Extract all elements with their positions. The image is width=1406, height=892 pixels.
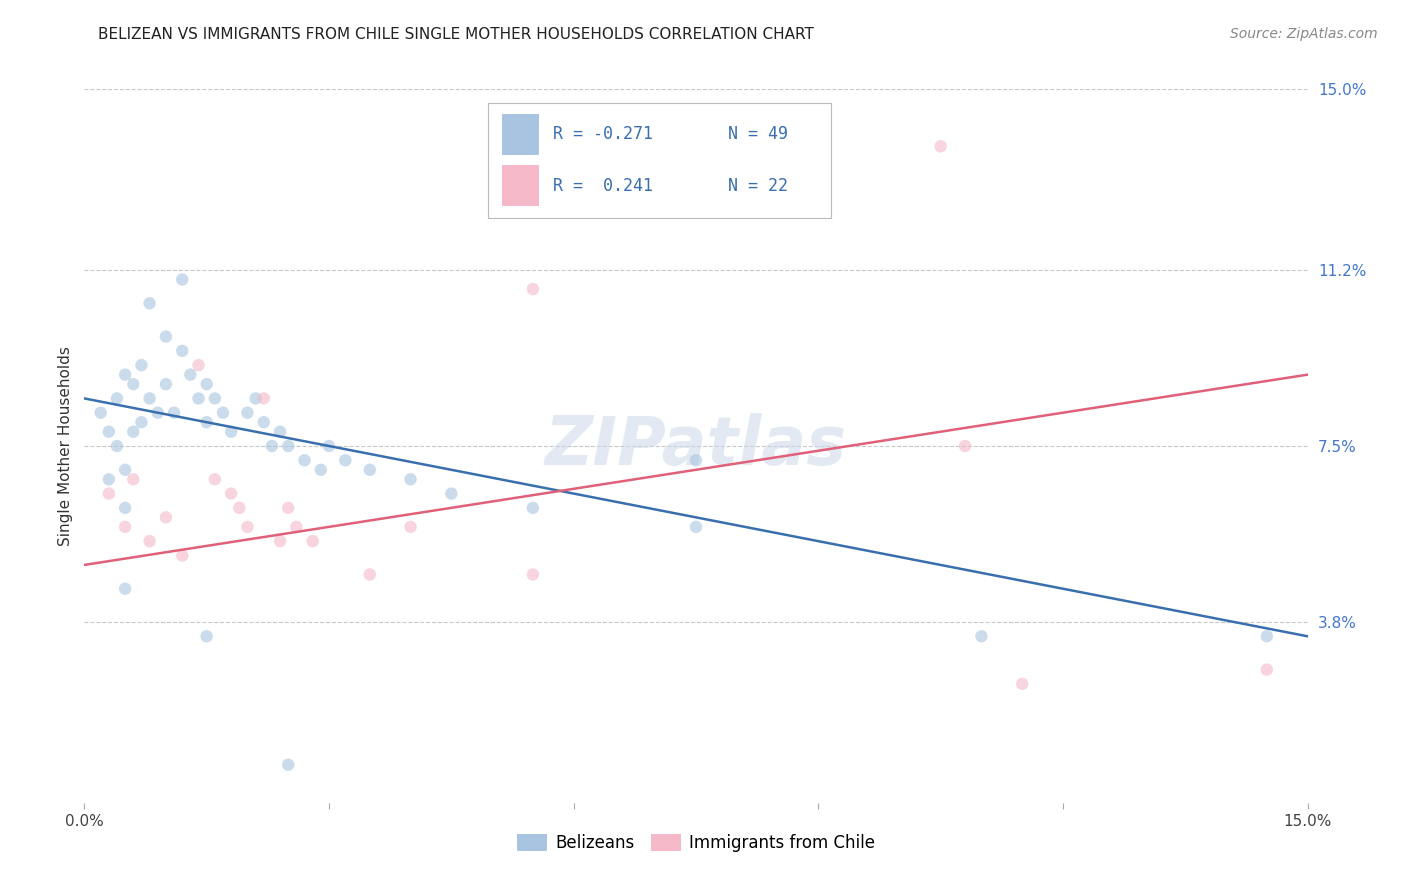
Point [204, 472, 226, 486]
Point [114, 582, 136, 596]
Text: ZIPatlas: ZIPatlas [546, 413, 846, 479]
Point [236, 406, 259, 420]
Point [195, 377, 218, 392]
Point [228, 500, 250, 515]
Point [359, 567, 381, 582]
Point [105, 439, 128, 453]
Point [155, 329, 177, 343]
Y-axis label: Single Mother Households: Single Mother Households [58, 346, 73, 546]
Point [155, 377, 177, 392]
Point [97, 486, 120, 500]
Text: BELIZEAN VS IMMIGRANTS FROM CHILE SINGLE MOTHER HOUSEHOLDS CORRELATION CHART: BELIZEAN VS IMMIGRANTS FROM CHILE SINGLE… [98, 27, 814, 42]
Point [685, 520, 707, 534]
Point [685, 453, 707, 467]
Point [522, 500, 544, 515]
Point [269, 534, 291, 549]
Point [1256, 629, 1278, 643]
Point [1011, 677, 1033, 691]
Point [269, 425, 291, 439]
Point [335, 453, 357, 467]
Point [114, 500, 136, 515]
Point [195, 415, 218, 429]
Point [163, 406, 186, 420]
Point [114, 368, 136, 382]
Point [294, 453, 316, 467]
Point [285, 520, 308, 534]
Point [204, 392, 226, 406]
Point [212, 406, 235, 420]
Point [195, 629, 218, 643]
Point [970, 629, 993, 643]
Point [138, 392, 160, 406]
Point [138, 534, 160, 549]
Point [122, 377, 145, 392]
Point [277, 500, 299, 515]
Point [359, 463, 381, 477]
Point [260, 439, 283, 453]
Point [172, 343, 194, 358]
Point [138, 296, 160, 310]
Point [236, 520, 259, 534]
Point [546, 153, 568, 168]
Point [187, 358, 209, 372]
Point [114, 520, 136, 534]
Point [219, 425, 242, 439]
Text: Source: ZipAtlas.com: Source: ZipAtlas.com [1230, 27, 1378, 41]
Point [245, 392, 267, 406]
Point [172, 272, 194, 286]
Point [399, 520, 422, 534]
Point [253, 392, 276, 406]
Point [399, 472, 422, 486]
Point [105, 392, 128, 406]
Point [97, 425, 120, 439]
Point [122, 472, 145, 486]
Point [440, 486, 463, 500]
Point [1256, 663, 1278, 677]
Legend: Belizeans, Immigrants from Chile: Belizeans, Immigrants from Chile [510, 827, 882, 859]
Point [90, 406, 112, 420]
Point [522, 282, 544, 296]
Point [277, 757, 299, 772]
Point [309, 463, 332, 477]
Point [929, 139, 952, 153]
Point [953, 439, 976, 453]
Point [277, 439, 299, 453]
Point [301, 534, 323, 549]
Point [318, 439, 340, 453]
Point [522, 567, 544, 582]
Point [155, 510, 177, 524]
Point [187, 392, 209, 406]
Point [114, 463, 136, 477]
Point [219, 486, 242, 500]
Point [179, 368, 201, 382]
Point [146, 406, 169, 420]
Point [122, 425, 145, 439]
Point [131, 415, 153, 429]
Point [172, 549, 194, 563]
Point [253, 415, 276, 429]
Point [131, 358, 153, 372]
Point [97, 472, 120, 486]
